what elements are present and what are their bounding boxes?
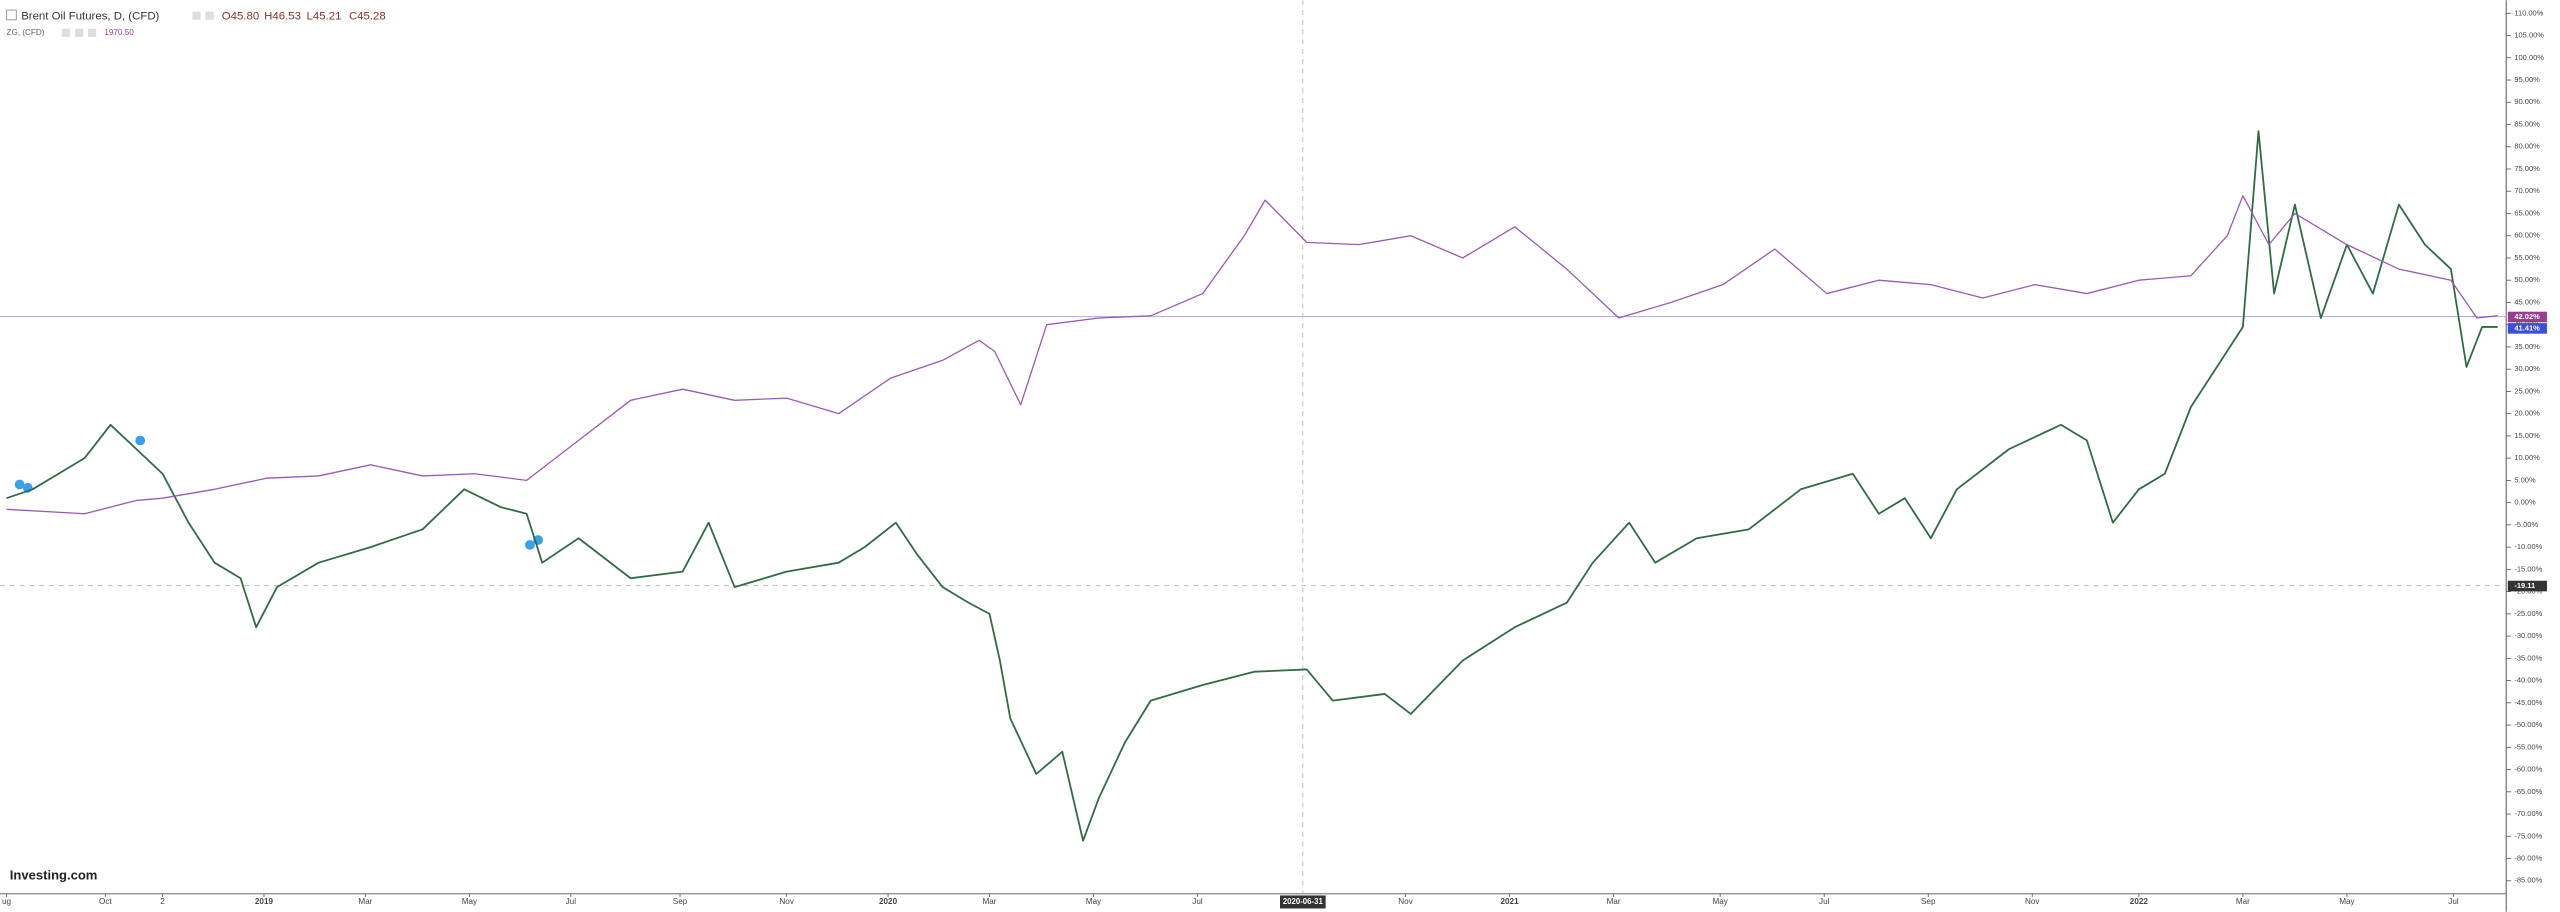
y-tick-label: -70.00%	[2514, 809, 2542, 818]
x-tick-label: Nov	[1398, 897, 1413, 906]
y-tick-label: 5.00%	[2514, 475, 2536, 484]
y-tick-label: 30.00%	[2514, 364, 2540, 373]
settings-icon[interactable]	[61, 28, 71, 37]
y-tick-label: -35.00%	[2514, 653, 2542, 662]
y-tick-label: 25.00%	[2514, 386, 2540, 395]
crosshair-date: 2020-06-31	[1283, 897, 1324, 906]
x-tick-label: 2020	[879, 897, 898, 906]
x-tick-label: Sep	[1921, 897, 1936, 906]
x-tick-label: Jul	[2448, 897, 2459, 906]
event-marker[interactable]	[14, 479, 25, 490]
x-tick-label: Nov	[2025, 897, 2040, 906]
price-label: 41.41%	[2514, 323, 2540, 332]
y-tick-label: 80.00%	[2514, 142, 2540, 151]
y-tick-label: 90.00%	[2514, 97, 2540, 106]
y-tick-label: 60.00%	[2514, 231, 2540, 240]
x-tick-label: May	[462, 897, 478, 906]
x-tick-label: 2021	[1501, 897, 1520, 906]
price-label: 42.02%	[2514, 312, 2540, 321]
y-tick-label: -10.00%	[2514, 542, 2542, 551]
y-tick-label: -25.00%	[2514, 609, 2542, 618]
y-tick-label: -80.00%	[2514, 854, 2542, 863]
close-icon[interactable]	[88, 28, 97, 37]
y-tick-label: -60.00%	[2514, 765, 2542, 774]
x-tick-label: May	[1713, 897, 1729, 906]
x-tick-label: ug	[2, 897, 11, 906]
settings-icon[interactable]	[192, 11, 201, 20]
y-tick-label: 70.00%	[2514, 186, 2540, 195]
subtitle-value: 1970.50	[104, 28, 134, 37]
subtitle: ZG, (CFD)	[7, 28, 45, 37]
y-tick-label: 110.00%	[2514, 8, 2543, 17]
y-tick-label: -15.00%	[2514, 564, 2542, 573]
x-tick-label: Mar	[2236, 897, 2250, 906]
y-tick-label: -5.00%	[2514, 520, 2538, 529]
ohlc-value: C45.28	[349, 11, 386, 23]
series-line	[6, 130, 2498, 842]
x-tick-label: Mar	[982, 897, 996, 906]
y-tick-label: 65.00%	[2514, 208, 2540, 217]
y-tick-label: -50.00%	[2514, 720, 2542, 729]
y-tick-label: 75.00%	[2514, 164, 2540, 173]
ohlc-values: O45.80 H46.53 L45.21 C45.28	[222, 11, 386, 23]
y-tick-label: 15.00%	[2514, 431, 2540, 440]
event-marker[interactable]	[525, 539, 535, 550]
y-tick-label: -45.00%	[2514, 698, 2542, 707]
logo: Investing.com	[10, 867, 98, 882]
x-tick-label: Sep	[673, 897, 688, 906]
x-tick-label: Oct	[99, 897, 112, 906]
y-tick-label: 0.00%	[2514, 498, 2536, 507]
x-tick-label: 2019	[255, 897, 274, 906]
event-marker[interactable]	[135, 435, 146, 446]
x-tick-label: Mar	[1607, 897, 1621, 906]
x-tick-label: 2	[160, 897, 165, 906]
y-tick-label: 35.00%	[2514, 342, 2540, 351]
y-tick-label: -30.00%	[2514, 631, 2542, 640]
x-tick-label: May	[1086, 897, 1102, 906]
price-label-box	[2507, 311, 2547, 323]
x-tick-label: Nov	[779, 897, 794, 906]
y-tick-label: 55.00%	[2514, 253, 2540, 262]
y-tick-label: -40.00%	[2514, 676, 2542, 685]
y-tick-label: 20.00%	[2514, 409, 2540, 418]
y-tick-label: 50.00%	[2514, 275, 2540, 284]
x-tick-label: Mar	[358, 897, 372, 906]
y-tick-label: -75.00%	[2514, 831, 2542, 840]
y-tick-label: 45.00%	[2514, 297, 2540, 306]
chart-title: Brent Oil Futures, D, (CFD)	[21, 11, 159, 23]
x-tick-label: 2022	[2130, 897, 2149, 906]
x-tick-label: Jul	[566, 897, 577, 906]
x-tick-label: Jul	[1192, 897, 1203, 906]
y-tick-label: 100.00%	[2514, 53, 2544, 62]
y-tick-label: -65.00%	[2514, 787, 2542, 796]
x-tick-label: Jul	[1819, 897, 1830, 906]
close-icon[interactable]	[205, 11, 214, 20]
price-label-box	[2507, 323, 2547, 334]
y-tick-label: -85.00%	[2514, 876, 2542, 885]
crosshair-date-box	[1280, 895, 1326, 909]
hide-icon[interactable]	[75, 28, 84, 37]
price-label-box	[2507, 580, 2547, 592]
series-line	[6, 195, 2498, 515]
x-tick-label: May	[2339, 897, 2355, 906]
ohlc-value: H46.53	[264, 11, 301, 23]
y-tick-label: -55.00%	[2514, 742, 2542, 751]
y-tick-label: 10.00%	[2514, 453, 2540, 462]
ohlc-value: O45.80	[222, 11, 259, 23]
y-tick-label: 105.00%	[2514, 31, 2544, 40]
price-label: -19.11	[2514, 581, 2535, 590]
collapse-icon[interactable]	[6, 9, 17, 21]
ohlc-value: L45.21	[307, 11, 342, 23]
y-tick-label: 85.00%	[2514, 119, 2540, 128]
y-tick-label: 95.00%	[2514, 75, 2540, 84]
